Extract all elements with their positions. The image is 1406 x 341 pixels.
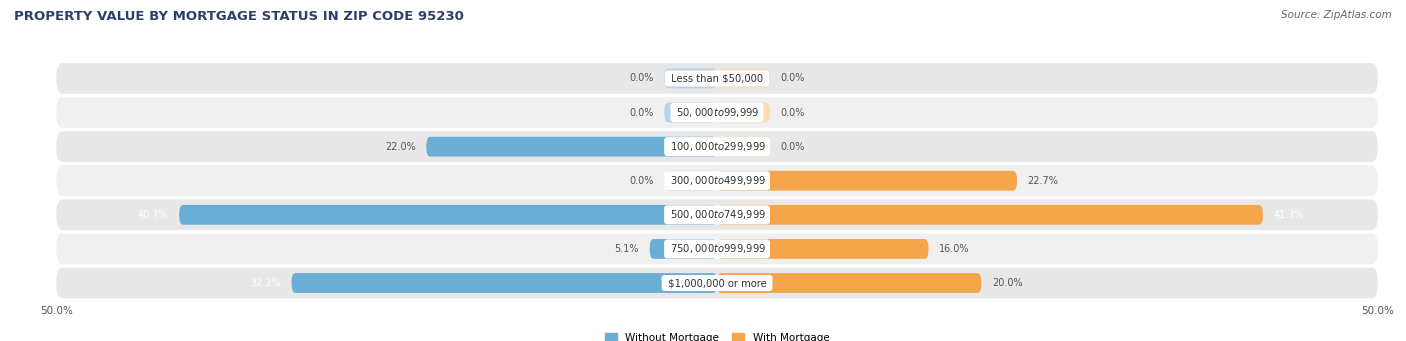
Text: Source: ZipAtlas.com: Source: ZipAtlas.com [1281,10,1392,20]
FancyBboxPatch shape [664,69,717,88]
FancyBboxPatch shape [56,199,1378,230]
Text: 0.0%: 0.0% [630,176,654,186]
FancyBboxPatch shape [664,171,717,191]
Text: 0.0%: 0.0% [780,73,804,84]
Text: $750,000 to $999,999: $750,000 to $999,999 [666,242,768,255]
FancyBboxPatch shape [56,165,1378,196]
FancyBboxPatch shape [717,171,1017,191]
FancyBboxPatch shape [291,273,717,293]
Text: $300,000 to $499,999: $300,000 to $499,999 [666,174,768,187]
FancyBboxPatch shape [56,268,1378,298]
Legend: Without Mortgage, With Mortgage: Without Mortgage, With Mortgage [600,329,834,341]
FancyBboxPatch shape [56,63,1378,94]
FancyBboxPatch shape [56,234,1378,264]
FancyBboxPatch shape [717,69,770,88]
Text: PROPERTY VALUE BY MORTGAGE STATUS IN ZIP CODE 95230: PROPERTY VALUE BY MORTGAGE STATUS IN ZIP… [14,10,464,23]
Text: 0.0%: 0.0% [780,107,804,118]
Text: 16.0%: 16.0% [939,244,970,254]
Text: 0.0%: 0.0% [630,73,654,84]
Text: 32.2%: 32.2% [250,278,281,288]
FancyBboxPatch shape [56,97,1378,128]
FancyBboxPatch shape [717,103,770,122]
Text: Less than $50,000: Less than $50,000 [668,73,766,84]
FancyBboxPatch shape [664,103,717,122]
Text: 22.7%: 22.7% [1028,176,1059,186]
Text: 40.7%: 40.7% [138,210,169,220]
Text: $1,000,000 or more: $1,000,000 or more [665,278,769,288]
FancyBboxPatch shape [717,239,928,259]
Text: 5.1%: 5.1% [614,244,640,254]
Text: $50,000 to $99,999: $50,000 to $99,999 [673,106,761,119]
Text: 22.0%: 22.0% [385,142,416,152]
Text: $500,000 to $749,999: $500,000 to $749,999 [666,208,768,221]
FancyBboxPatch shape [650,239,717,259]
FancyBboxPatch shape [426,137,717,157]
Text: $100,000 to $299,999: $100,000 to $299,999 [668,140,766,153]
Text: 20.0%: 20.0% [993,278,1022,288]
FancyBboxPatch shape [717,273,981,293]
Text: 0.0%: 0.0% [630,107,654,118]
Text: 0.0%: 0.0% [780,142,804,152]
Text: 41.3%: 41.3% [1274,210,1303,220]
FancyBboxPatch shape [717,205,1263,225]
FancyBboxPatch shape [179,205,717,225]
FancyBboxPatch shape [717,137,770,157]
FancyBboxPatch shape [56,131,1378,162]
